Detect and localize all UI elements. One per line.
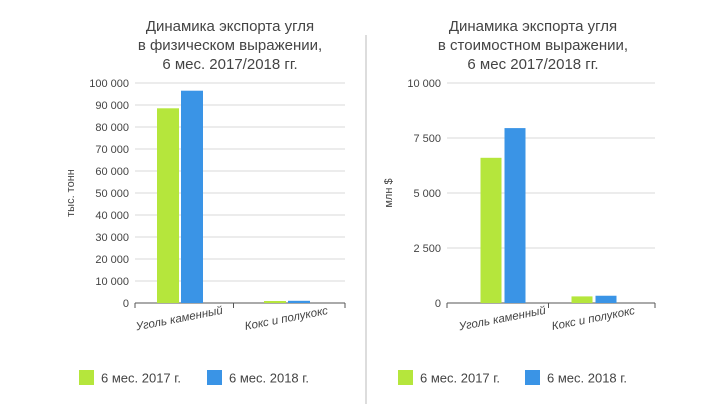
y-tick-label: 30 000 [95,232,129,244]
y-axis-title: тыс. тонн [65,169,77,217]
bar [504,128,526,303]
bar [264,301,286,303]
y-axis-title: млн $ [383,178,395,207]
chart-title-line: Динамика экспорта угля [146,18,314,35]
legend-swatch [79,370,94,385]
legend-swatch [207,370,222,385]
legend-swatch [525,370,540,385]
y-tick-label: 70 000 [95,144,129,156]
bar [480,157,502,303]
chart-title-line: 6 мес. 2017/2018 гг. [162,56,297,73]
y-tick-label: 5 000 [413,188,441,200]
bar [157,108,179,303]
y-tick-label: 0 [123,298,129,310]
y-tick-label: 90 000 [95,100,129,112]
chart-title-line: в стоимостном выражении, [438,37,628,54]
y-tick-label: 100 000 [89,78,129,90]
y-tick-label: 2 500 [413,243,441,255]
category-label: Кокс и полукокс [244,305,329,333]
bar [181,90,203,303]
y-tick-label: 7 500 [413,133,441,145]
category-label: Уголь каменный [134,305,224,334]
legend-swatch [398,370,413,385]
chart-physical-volume: Динамика экспорта угля в физическом выраж… [65,18,346,386]
category-label: Кокс и полукокс [551,305,636,333]
legend-label: 6 мес. 2018 г. [547,371,627,386]
y-tick-label: 10 000 [95,276,129,288]
bar [288,300,310,303]
category-label: Уголь каменный [457,305,547,334]
legend-label: 6 мес. 2017 г. [420,371,500,386]
y-tick-label: 60 000 [95,166,129,178]
chart-title-line: Динамика экспорта угля [449,18,617,35]
y-tick-label: 10 000 [407,78,441,90]
bar [571,296,593,303]
y-tick-label: 50 000 [95,188,129,200]
chart-title-line: 6 мес 2017/2018 гг. [467,56,598,73]
chart-value-volume: Динамика экспорта угля в стоимостном выра… [383,18,656,386]
legend-label: 6 мес. 2018 г. [229,371,309,386]
y-tick-label: 40 000 [95,210,129,222]
chart-title-line: в физическом выражении, [138,37,322,54]
y-tick-label: 20 000 [95,254,129,266]
legend-label: 6 мес. 2017 г. [101,371,181,386]
y-tick-label: 80 000 [95,122,129,134]
bar [595,295,617,303]
y-tick-label: 0 [435,298,441,310]
